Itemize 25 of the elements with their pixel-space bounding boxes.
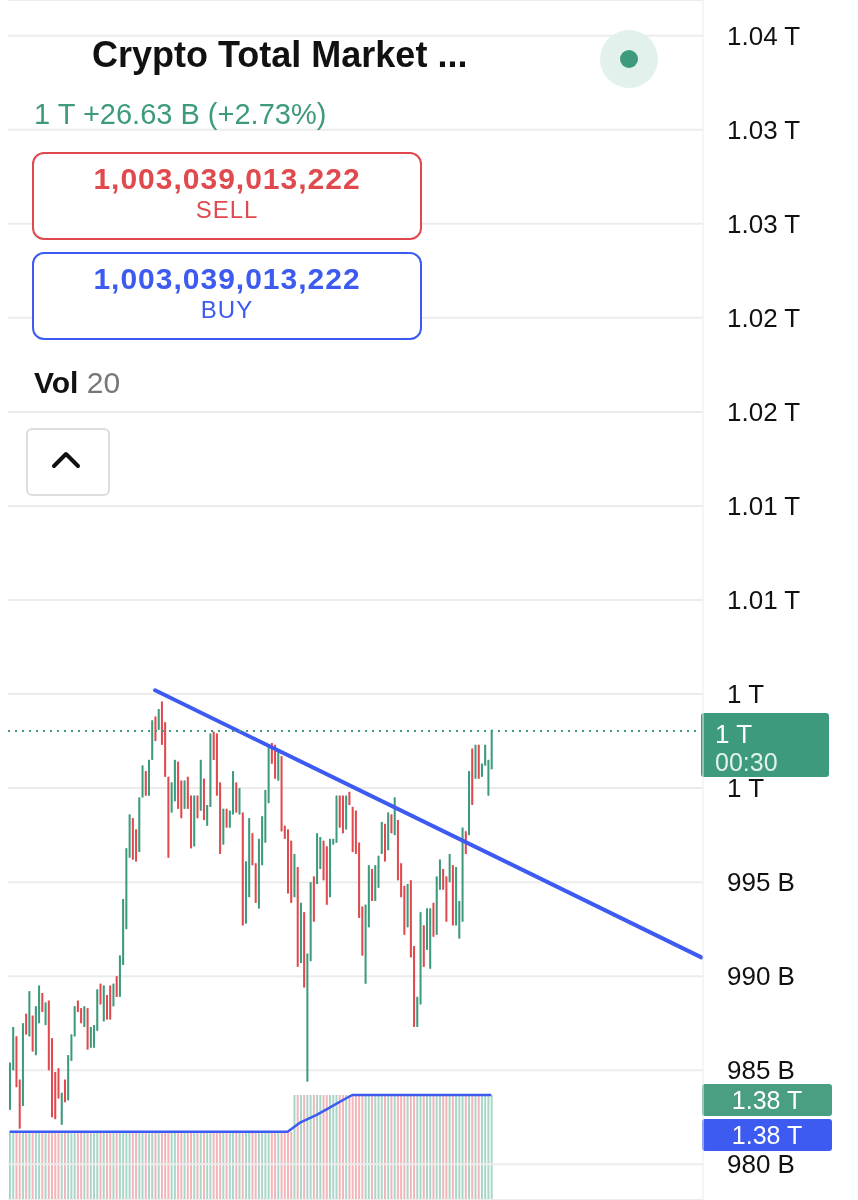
y-tick-label: 1.03 T	[727, 209, 801, 240]
y-tick-label: 1 T	[727, 679, 765, 710]
annotation: Vol 20	[34, 366, 121, 399]
annotation: SELL	[194, 196, 260, 224]
text: 1.38 T	[702, 1119, 832, 1151]
y-tick-label: 1.03 T	[727, 115, 801, 146]
y-tick-label: 1 T	[727, 773, 765, 804]
y-tick-label: 1.04 T	[727, 20, 801, 51]
text: 00:30	[715, 747, 778, 776]
text: 1 T +26.63 B (+2.73%)	[34, 98, 327, 131]
y-tick-label: 1.01 T	[727, 491, 801, 522]
y-tick-label: 1.02 T	[727, 397, 801, 428]
y-tick-label: 985 B	[727, 1055, 795, 1086]
annotation: 1,003,039,013,222	[92, 262, 362, 296]
text: Crypto Total Market ...	[92, 34, 468, 76]
y-tick-label: 980 B	[727, 1149, 795, 1180]
y-tick-label: 1.02 T	[727, 303, 801, 334]
annotation: BUY	[199, 296, 255, 324]
y-tick-label: 990 B	[727, 961, 795, 992]
annotation: 1,003,039,013,222	[92, 162, 362, 196]
y-tick-label: 1.01 T	[727, 585, 801, 616]
sell-button: 1,003,039,013,222 SELL	[32, 152, 422, 240]
text: 1.38 T	[702, 1084, 832, 1116]
buy-button: 1,003,039,013,222 BUY	[32, 252, 422, 340]
y-tick-label: 995 B	[727, 867, 795, 898]
